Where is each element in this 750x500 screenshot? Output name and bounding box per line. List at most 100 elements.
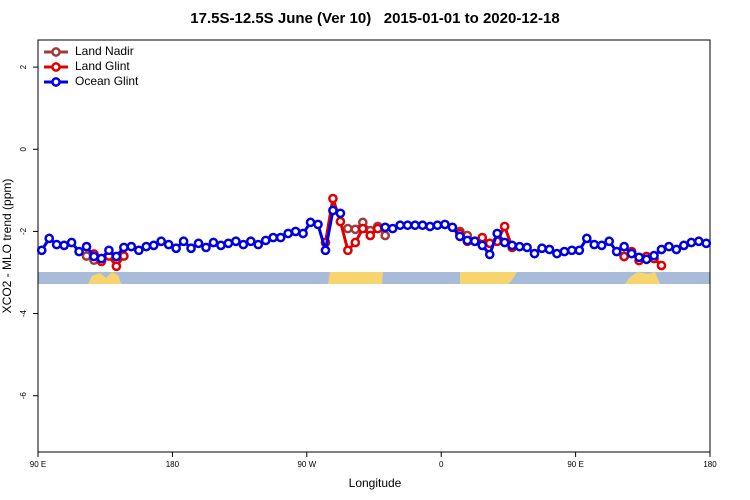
data-point [223, 238, 234, 249]
land-patch [328, 272, 383, 284]
data-point [193, 238, 204, 249]
data-point [126, 241, 137, 252]
data-point [328, 205, 338, 216]
data-point [492, 228, 503, 239]
data-point [81, 241, 92, 252]
data-point [432, 220, 443, 231]
data-point [156, 236, 167, 247]
data-point [357, 223, 368, 234]
data-point [693, 236, 704, 247]
data-point [171, 243, 181, 254]
data-point [537, 243, 547, 254]
legend-label: Land Glint [75, 59, 130, 73]
data-point [634, 252, 644, 263]
data-point [59, 240, 69, 251]
data-point [552, 248, 562, 259]
data-point [402, 220, 413, 231]
data-point [395, 220, 405, 231]
data-point [216, 240, 226, 251]
data-point [664, 241, 674, 252]
y-tick-label: 0 [19, 146, 28, 151]
data-point [499, 237, 510, 248]
data-point [679, 240, 689, 251]
data-point [380, 222, 391, 233]
data-point [425, 221, 435, 232]
data-point [581, 233, 592, 244]
x-tick-label: 0 [439, 460, 444, 469]
x-tick-label: 180 [166, 460, 180, 469]
x-tick-label: 90 E [567, 460, 583, 469]
data-point [619, 241, 629, 252]
x-tick-label: 90 E [30, 460, 46, 469]
data-point [89, 251, 99, 262]
data-point [477, 232, 488, 243]
data-point [298, 228, 308, 239]
data-point [245, 236, 256, 247]
data-point [275, 232, 286, 243]
data-point [410, 220, 420, 231]
data-point [335, 216, 346, 227]
data-point [253, 239, 264, 250]
data-point [619, 251, 629, 262]
chart-title: 17.5S-12.5S June (Ver 10) 2015-01-01 to … [190, 10, 559, 27]
data-point [350, 237, 361, 248]
legend-marker [51, 62, 61, 72]
data-point [507, 240, 517, 251]
data-point [343, 223, 353, 234]
y-tick-label: -6 [19, 392, 28, 400]
data-point [455, 231, 465, 242]
legend-marker [51, 47, 61, 57]
legend-label: Land Nadir [75, 44, 134, 58]
data-point [238, 239, 249, 250]
data-point [596, 240, 607, 251]
data-point [36, 245, 47, 256]
data-point [290, 226, 301, 237]
data-point [313, 219, 323, 230]
land-patch [460, 272, 517, 284]
data-point [320, 245, 331, 256]
x-tick-label: 90 W [297, 460, 316, 469]
data-point [335, 208, 346, 219]
data-point [649, 250, 659, 261]
data-point [148, 240, 159, 251]
data-point [701, 238, 712, 249]
data-point [111, 251, 122, 262]
data-point [656, 260, 667, 271]
data-point [201, 242, 211, 253]
data-point [66, 237, 77, 248]
data-point [141, 241, 152, 252]
data-point [81, 251, 92, 261]
data-point [111, 261, 122, 272]
data-point [350, 224, 361, 235]
data-point [469, 236, 480, 247]
data-point [387, 223, 398, 234]
data-point [686, 237, 697, 248]
y-tick-label: 2 [19, 64, 28, 69]
data-point [671, 244, 682, 255]
data-point [499, 221, 510, 232]
data-point [44, 233, 55, 244]
data-point [440, 219, 450, 230]
data-point [178, 236, 189, 247]
legend-marker [51, 77, 61, 87]
data-point [365, 230, 376, 241]
data-point [380, 230, 391, 241]
data-point [514, 241, 525, 252]
land-patch [88, 272, 121, 284]
y-tick-label: -2 [19, 227, 28, 235]
y-tick-label: -4 [19, 309, 28, 317]
data-point [589, 239, 600, 250]
data-point [567, 245, 577, 256]
data-point [51, 239, 62, 250]
data-point [522, 242, 532, 253]
land-patch [625, 272, 660, 284]
data-point [447, 222, 458, 233]
data-point [574, 245, 585, 256]
data-point [559, 246, 570, 257]
data-point [231, 236, 241, 247]
data-point [604, 236, 615, 247]
data-point [656, 244, 667, 255]
